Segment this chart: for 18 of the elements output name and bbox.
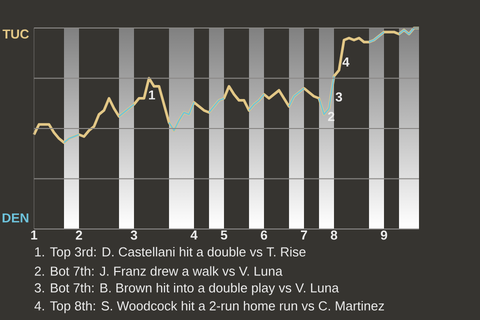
annotation: 3	[336, 92, 342, 102]
text: DEN	[2, 213, 28, 222]
text: 2. Bot 7th: J. Franz drew a walk vs V. Luna	[34, 266, 283, 276]
x-tick-label: 1	[31, 230, 38, 240]
x-tick-label: 6	[260, 230, 268, 240]
x-tick-label: 8	[330, 230, 338, 240]
x-tick-label: 9	[380, 230, 388, 240]
text: TUC	[2, 29, 29, 39]
x-tick-label: 3	[130, 230, 138, 240]
text: 4. Top 8th: S. Woodcock hit a 2-run home run vs C. Martinez	[34, 300, 384, 314]
annotation: 4	[342, 58, 350, 66]
x-tick-label: 4	[190, 230, 198, 240]
x-tick-label: 5	[220, 230, 228, 240]
annotation: 1	[149, 90, 156, 100]
text: 3. Bot 7th: B. Brown hit into a double play vs V. Luna	[34, 282, 339, 296]
text: 1. Top 3rd: D. Castellani hit a double vs T. Rise	[35, 246, 306, 260]
x-tick-label: 2	[76, 230, 82, 240]
x-tick-label: 7	[300, 230, 308, 240]
